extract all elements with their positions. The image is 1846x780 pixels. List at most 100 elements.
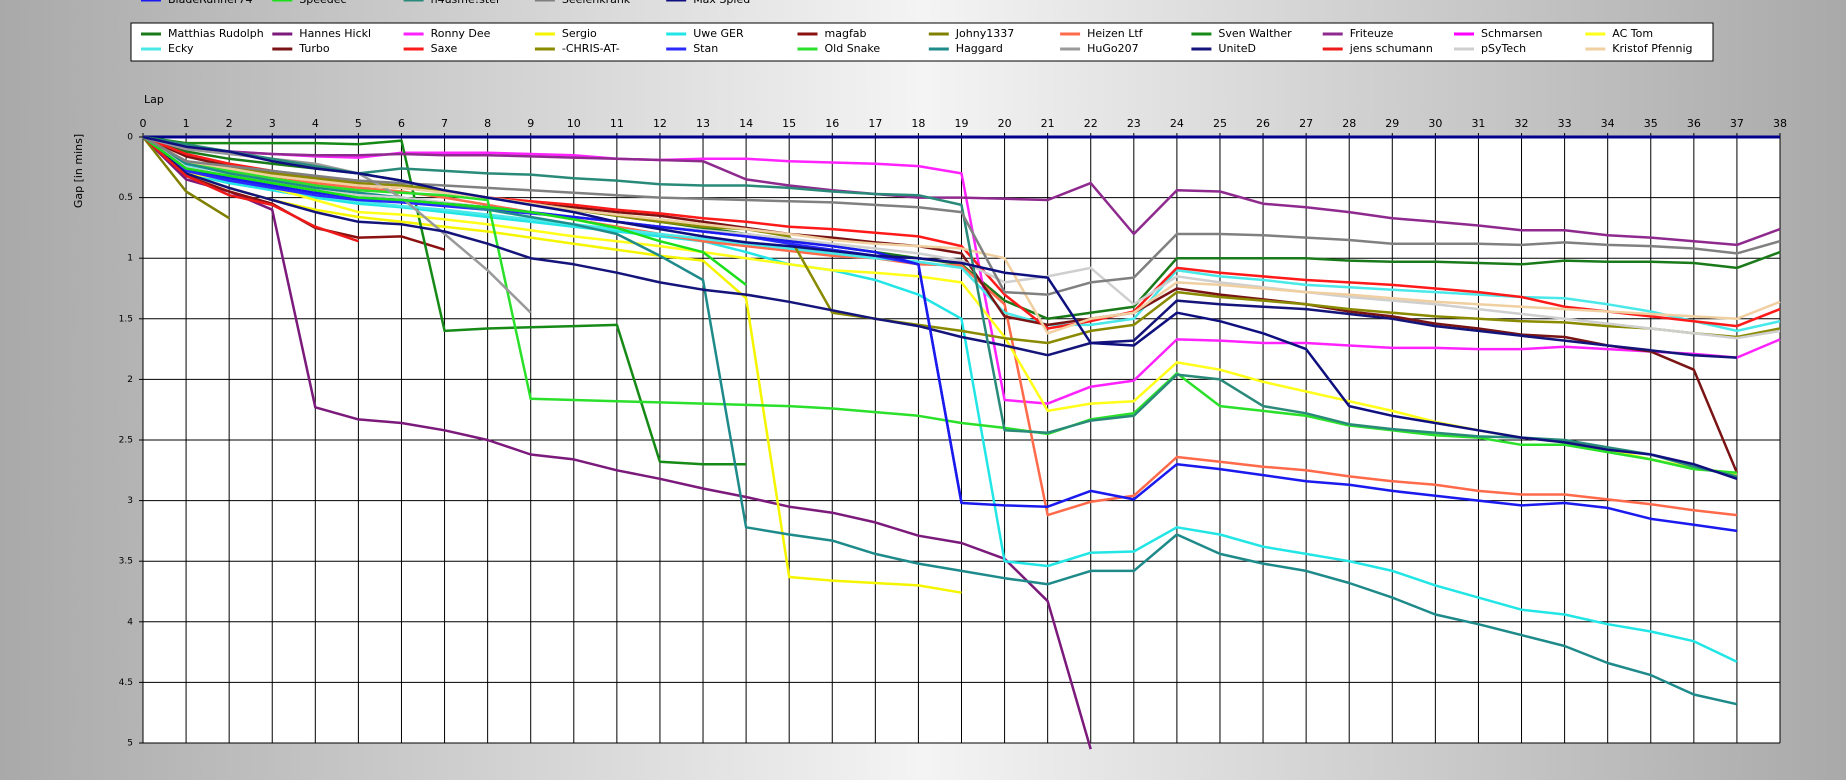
y-tick-label: 5 [127, 739, 133, 749]
legend-label: Haggard [956, 42, 1003, 55]
x-tick-label: 1 [183, 117, 190, 130]
y-tick-label: 2.5 [119, 436, 133, 446]
legend-label: Friteuze [1350, 27, 1394, 40]
legend-label: Seelenkrank [562, 0, 631, 6]
legend-label: Schmarsen [1481, 27, 1542, 40]
y-tick-label: 3 [127, 496, 133, 506]
x-tick-label: 16 [825, 117, 839, 130]
legend-label: Turbo [298, 42, 330, 55]
series-line-uwe-ger [142, 136, 1738, 663]
series-line-hannes-hickl [142, 136, 1092, 750]
x-tick-label: 33 [1558, 117, 1572, 130]
legend-label: Uwe GER [693, 27, 744, 40]
x-tick-label: 31 [1471, 117, 1485, 130]
grid [142, 136, 1781, 744]
legend-label: AC Tom [1612, 27, 1653, 40]
x-tick-label: 8 [484, 117, 491, 130]
y-tick-label: 1 [127, 254, 133, 264]
x-tick-label: 32 [1515, 117, 1529, 130]
series-line-united [142, 136, 1737, 359]
legend-label: Speedec [299, 0, 346, 6]
legend-label: -CHRIS-AT- [562, 42, 620, 55]
x-tick-label: 2 [226, 117, 233, 130]
series-line-max-spied [142, 135, 1738, 480]
x-tick-label: 34 [1601, 117, 1615, 130]
x-tick-label: 19 [955, 117, 969, 130]
y-tick-label: 3.5 [119, 557, 133, 567]
series-line-jens-schumann [142, 136, 359, 243]
x-tick-label: 13 [696, 117, 710, 130]
series-line-sven-walther [142, 135, 747, 466]
legend-label: Sven Walther [1218, 27, 1292, 40]
x-tick-label: 20 [998, 117, 1012, 130]
x-tick-label: 26 [1256, 117, 1270, 130]
x-tick-label: 35 [1644, 117, 1658, 130]
x-tick-label: 18 [911, 117, 925, 130]
series-line-old-snake [142, 135, 1738, 474]
legend-label: Johny1337 [955, 27, 1014, 40]
y-tick-label: 4 [127, 617, 133, 627]
legend-label: Ronny Dee [431, 27, 491, 40]
series-line-johny1337 [142, 136, 230, 220]
x-tick-label: 14 [739, 117, 753, 130]
legend-label: Ecky [168, 42, 194, 55]
x-tick-label: 30 [1428, 117, 1442, 130]
y-tick-label: 4.5 [119, 678, 133, 688]
legend-label: Stan [693, 42, 718, 55]
x-tick-label: 17 [868, 117, 882, 130]
legend-label: Hannes Hickl [299, 27, 371, 40]
y-tick-label: 0 [127, 133, 133, 143]
y-axis-title: Gap [in mins] [72, 134, 85, 208]
legend-label: HuGo207 [1087, 42, 1139, 55]
series-line-psytech [142, 135, 1781, 340]
x-tick-label: 12 [653, 117, 667, 130]
legend-label: Old Snake [825, 42, 881, 55]
legend-label: Matthias Rudolph [168, 27, 264, 40]
x-tick-label: 7 [441, 117, 448, 130]
legend-label: Heizen Ltf [1087, 27, 1144, 40]
x-tick-label: 28 [1342, 117, 1356, 130]
x-tick-label: 10 [567, 117, 581, 130]
series-line-kristof-pfennig [142, 135, 1781, 335]
x-tick-label: 36 [1687, 117, 1701, 130]
y-tick-label: 0.5 [119, 193, 133, 203]
legend-label: jens schumann [1349, 42, 1433, 55]
legend-label: BladeRunner74 [168, 0, 252, 6]
x-tick-label: 38 [1773, 117, 1787, 130]
legend-label: UniteD [1218, 42, 1256, 55]
y-tick-label: 2 [127, 375, 133, 385]
x-tick-label: 4 [312, 117, 319, 130]
legend-label: h4usme!ster [431, 0, 501, 6]
x-tick-label: 6 [398, 117, 405, 130]
x-tick-label: 0 [140, 117, 147, 130]
x-tick-label: 24 [1170, 117, 1184, 130]
legend: Matthias Rudolph Hannes Hickl Ronny Dee Ser… [130, 0, 1714, 62]
series-line-ronny-dee [142, 135, 1781, 405]
x-tick-label: 23 [1127, 117, 1141, 130]
series-lines [142, 135, 1781, 750]
series-line-h4usme-ster [142, 135, 1738, 478]
axes: 0 1 2 3 4 5 6 7 8 9 10 11 12 13 14 15 16 17 18 19 20 21 22 23 24… [119, 117, 1787, 749]
x-tick-label: 27 [1299, 117, 1313, 130]
x-tick-label: 22 [1084, 117, 1098, 130]
x-axis-title: Lap [144, 93, 164, 106]
x-tick-label: 11 [610, 117, 624, 130]
legend-label: Max Spied [693, 0, 750, 6]
legend-label: Sergio [562, 27, 597, 40]
x-tick-label: 29 [1385, 117, 1399, 130]
legend-box [130, 22, 1714, 62]
legend-label: Kristof Pfennig [1612, 42, 1692, 55]
series-line-speedec [142, 135, 747, 286]
legend-label: Saxe [431, 42, 458, 55]
x-tick-label: 25 [1213, 117, 1227, 130]
y-tick-label: 1.5 [119, 314, 133, 324]
legend-label: magfab [825, 27, 867, 40]
x-tick-label: 3 [269, 117, 276, 130]
series-line-chris-at [142, 135, 1781, 345]
legend-label: pSyTech [1481, 42, 1526, 55]
x-tick-label: 37 [1730, 117, 1744, 130]
x-tick-label: 15 [782, 117, 796, 130]
x-tick-label: 9 [527, 117, 534, 130]
